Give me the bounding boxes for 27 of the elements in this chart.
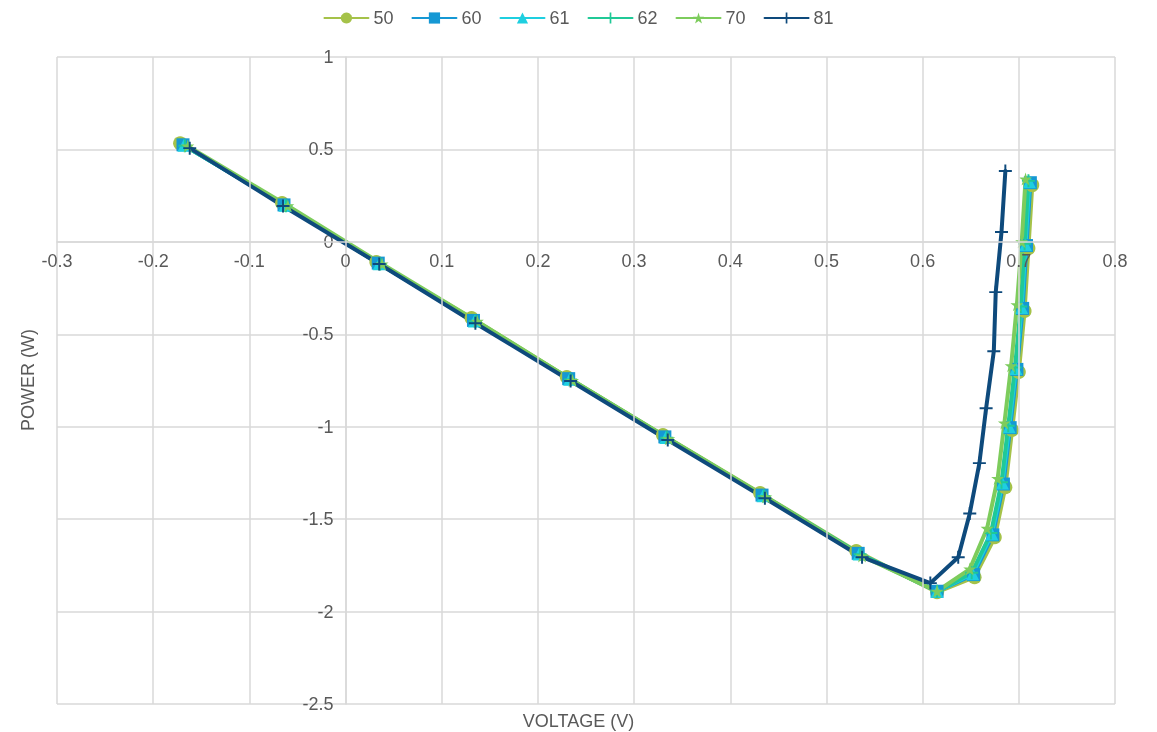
x-tick-label: 0.5 [813, 250, 839, 271]
x-tick-label: 0.3 [621, 250, 647, 271]
y-tick-label: -2 [317, 601, 334, 622]
x-tick-label: 0.1 [429, 250, 455, 271]
x-tick-label: -0.3 [41, 250, 73, 271]
legend-label: 70 [725, 8, 746, 28]
x-tick-label: 0 [340, 250, 351, 271]
x-tick-label: 0.8 [1102, 250, 1128, 271]
legend-label: 62 [637, 8, 658, 28]
x-tick-label: 0.4 [717, 250, 743, 271]
y-tick-label: -2.5 [302, 694, 334, 714]
legend-label: 60 [461, 8, 482, 28]
legend-label: 50 [373, 8, 394, 28]
x-tick-label: -0.1 [233, 250, 265, 271]
x-tick-label: 0.6 [910, 250, 936, 271]
y-tick-label: -1 [317, 416, 334, 437]
x-tick-label: 0.2 [525, 250, 551, 271]
y-tick-label: -1.5 [302, 509, 334, 530]
x-axis-title: VOLTAGE (V) [522, 711, 635, 731]
y-axis-title: POWER (W) [18, 329, 38, 431]
y-tick-label: -0.5 [302, 324, 334, 345]
y-tick-label: 0 [323, 231, 334, 252]
legend-label: 81 [813, 8, 834, 28]
legend-label: 61 [549, 8, 570, 28]
y-tick-label: 1 [323, 47, 334, 67]
y-tick-label: 0.5 [308, 139, 334, 160]
x-tick-label: -0.2 [137, 250, 169, 271]
